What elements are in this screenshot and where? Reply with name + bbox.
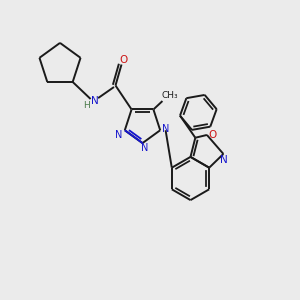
Text: N: N (91, 95, 98, 106)
Text: N: N (115, 130, 122, 140)
Text: N: N (220, 155, 227, 165)
Text: O: O (208, 130, 216, 140)
Text: H: H (83, 101, 89, 110)
Text: N: N (141, 143, 148, 153)
Text: O: O (120, 55, 128, 65)
Text: N: N (162, 124, 169, 134)
Text: CH₃: CH₃ (161, 91, 178, 100)
